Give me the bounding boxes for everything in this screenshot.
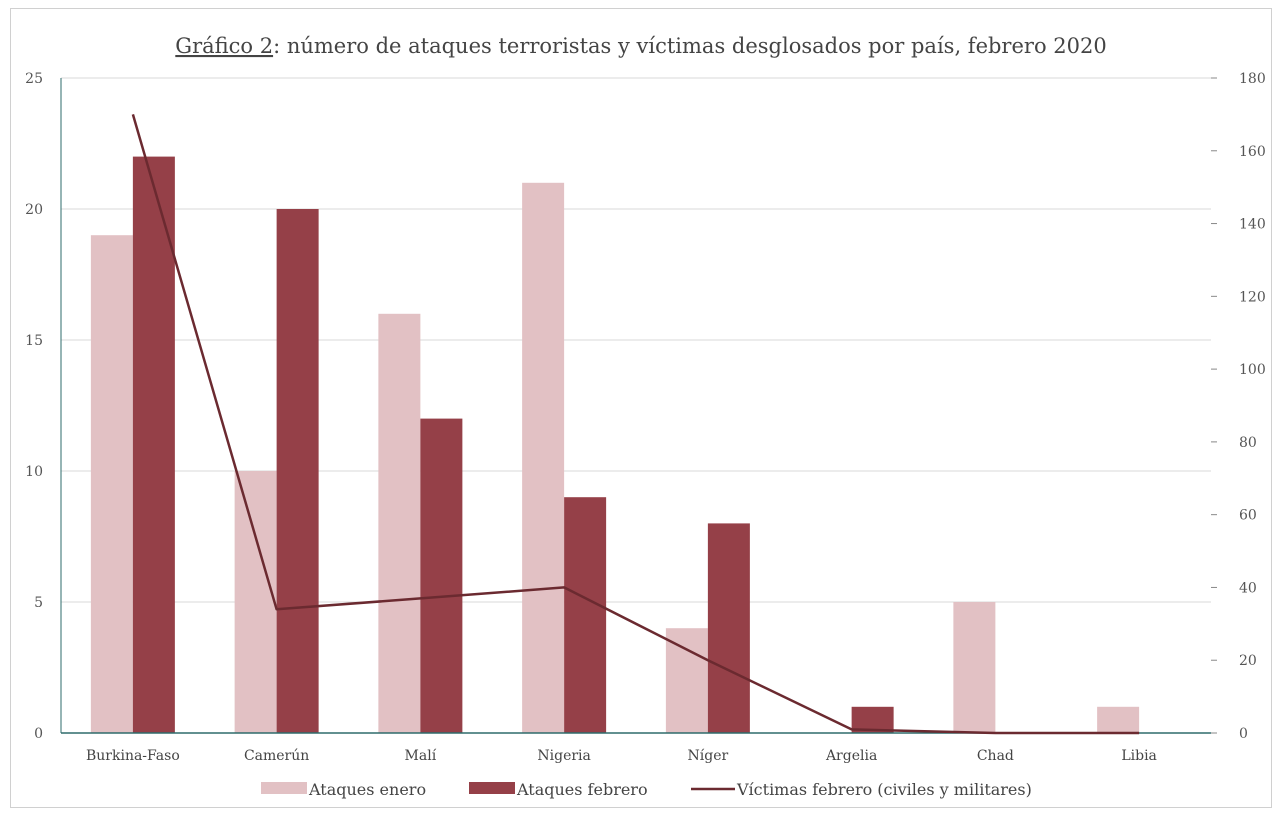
y-left-tick-label: 20 bbox=[25, 202, 43, 218]
x-category-label: Níger bbox=[688, 748, 729, 764]
y-right-tick-label: 20 bbox=[1239, 653, 1257, 669]
x-category-label: Burkina-Faso bbox=[86, 748, 180, 764]
chart-title: Gráfico 2: número de ataques terroristas… bbox=[175, 34, 1106, 58]
x-category-label: Camerún bbox=[244, 748, 309, 764]
bar-ataques-enero bbox=[90, 235, 133, 733]
y-right-tick-label: 0 bbox=[1239, 726, 1248, 742]
y-right-tick-label: 160 bbox=[1239, 144, 1266, 160]
legend: Ataques enero Ataques febrero Víctimas feb… bbox=[261, 780, 1032, 799]
y-left-tick-label: 10 bbox=[25, 464, 43, 480]
bar-ataques-febrero bbox=[564, 497, 607, 733]
y-axis-left: 0 5 10 15 20 25 bbox=[25, 71, 62, 742]
combo-chart: Gráfico 2: número de ataques terroristas… bbox=[25, 34, 1266, 799]
bar-ataques-febrero bbox=[276, 209, 319, 733]
y-left-tick-label: 0 bbox=[34, 726, 43, 742]
y-left-tick-label: 15 bbox=[25, 333, 43, 349]
x-category-label: Malí bbox=[405, 748, 437, 764]
chart-title-prefix: Gráfico 2 bbox=[175, 34, 273, 58]
y-right-tick-label: 100 bbox=[1239, 362, 1266, 378]
legend-item: Ataques enero bbox=[261, 780, 426, 799]
bar-ataques-febrero bbox=[420, 418, 463, 733]
y-left-tick-label: 5 bbox=[34, 595, 43, 611]
x-category-label: Nigeria bbox=[537, 748, 591, 764]
y-axis-right: 0 20 40 60 80 100 120 140 160 180 bbox=[1211, 71, 1266, 742]
y-right-tick-label: 40 bbox=[1239, 580, 1257, 596]
victims-line bbox=[131, 114, 1140, 735]
bar-ataques-enero bbox=[522, 182, 565, 734]
bar-ataques-enero bbox=[1097, 706, 1140, 733]
y-right-tick-label: 120 bbox=[1239, 289, 1266, 305]
x-category-label: Libia bbox=[1121, 748, 1157, 764]
legend-swatch bbox=[469, 782, 515, 794]
chart-frame: Gráfico 2: número de ataques terroristas… bbox=[10, 8, 1272, 808]
y-left-tick-label: 25 bbox=[25, 71, 43, 87]
y-right-tick-label: 60 bbox=[1239, 508, 1257, 524]
legend-item: Ataques febrero bbox=[469, 780, 648, 799]
x-axis-categories: Burkina-Faso Camerún Malí Nigeria Níger Argel… bbox=[86, 748, 1157, 764]
legend-item: Víctimas febrero (civiles y militares) bbox=[691, 780, 1032, 799]
bar-ataques-enero bbox=[378, 313, 421, 733]
bar-ataques-febrero bbox=[707, 523, 750, 733]
legend-label: Ataques enero bbox=[308, 780, 426, 799]
bars bbox=[90, 156, 1140, 734]
y-right-tick-label: 140 bbox=[1239, 217, 1266, 233]
bar-ataques-febrero bbox=[132, 156, 175, 734]
bar-ataques-enero bbox=[953, 602, 996, 733]
gridlines bbox=[61, 77, 1211, 603]
chart-title-rest: : número de ataques terroristas y víctim… bbox=[273, 34, 1107, 58]
y-right-tick-label: 80 bbox=[1239, 435, 1257, 451]
y-right-tick-label: 180 bbox=[1239, 71, 1266, 87]
x-category-label: Chad bbox=[977, 748, 1014, 764]
bar-ataques-enero bbox=[234, 471, 277, 733]
x-category-label: Argelia bbox=[825, 748, 877, 764]
legend-label: Ataques febrero bbox=[516, 780, 648, 799]
bar-ataques-enero bbox=[665, 628, 708, 733]
legend-swatch bbox=[261, 782, 307, 794]
victims-line-path bbox=[131, 114, 1140, 735]
legend-label: Víctimas febrero (civiles y militares) bbox=[736, 780, 1032, 799]
